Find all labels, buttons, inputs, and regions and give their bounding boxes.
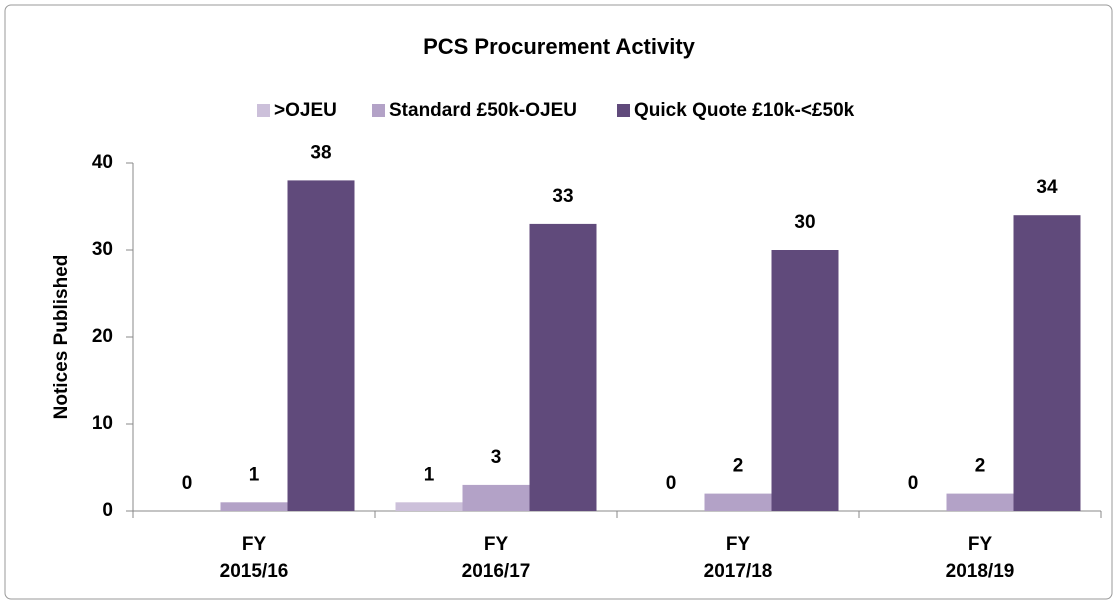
x-tick-label: FY 2017/18 (703, 534, 773, 582)
bar (395, 502, 463, 511)
x-tick-label: FY 2018/19 (945, 534, 1015, 582)
y-tick-label: 40 (92, 152, 113, 173)
data-label: 1 (249, 464, 260, 485)
legend-swatch (372, 104, 385, 117)
data-label: 1 (424, 464, 435, 485)
bar (704, 493, 772, 511)
data-label: 0 (666, 473, 677, 494)
bar (946, 493, 1014, 511)
chart-title: PCS Procurement Activity (423, 34, 696, 59)
legend-swatch (257, 104, 270, 117)
data-label: 30 (794, 212, 815, 233)
data-label: 33 (552, 186, 573, 207)
legend-label: Quick Quote £10k-<£50k (634, 100, 855, 121)
bar (462, 484, 530, 511)
bar (220, 502, 288, 511)
legend-label: >OJEU (274, 100, 337, 121)
y-tick-label: 0 (102, 500, 113, 521)
data-label: 2 (733, 456, 744, 477)
bar (771, 250, 839, 511)
y-axis-label: Notices Published (51, 255, 72, 420)
data-label: 2 (975, 456, 986, 477)
x-tick-label: FY 2016/17 (461, 534, 531, 582)
y-tick-label: 30 (92, 239, 113, 260)
bar (529, 223, 597, 511)
data-label: 0 (182, 473, 193, 494)
data-label: 34 (1036, 177, 1058, 198)
bar (1013, 215, 1081, 511)
y-tick-label: 10 (92, 413, 113, 434)
legend-label: Standard £50k-OJEU (389, 100, 577, 121)
x-tick-label: FY 2015/16 (219, 534, 289, 582)
data-label: 38 (310, 142, 331, 163)
bar (287, 180, 355, 511)
legend-swatch (617, 104, 630, 117)
y-tick-label: 20 (92, 326, 113, 347)
data-label: 0 (908, 473, 919, 494)
data-label: 3 (491, 447, 502, 468)
